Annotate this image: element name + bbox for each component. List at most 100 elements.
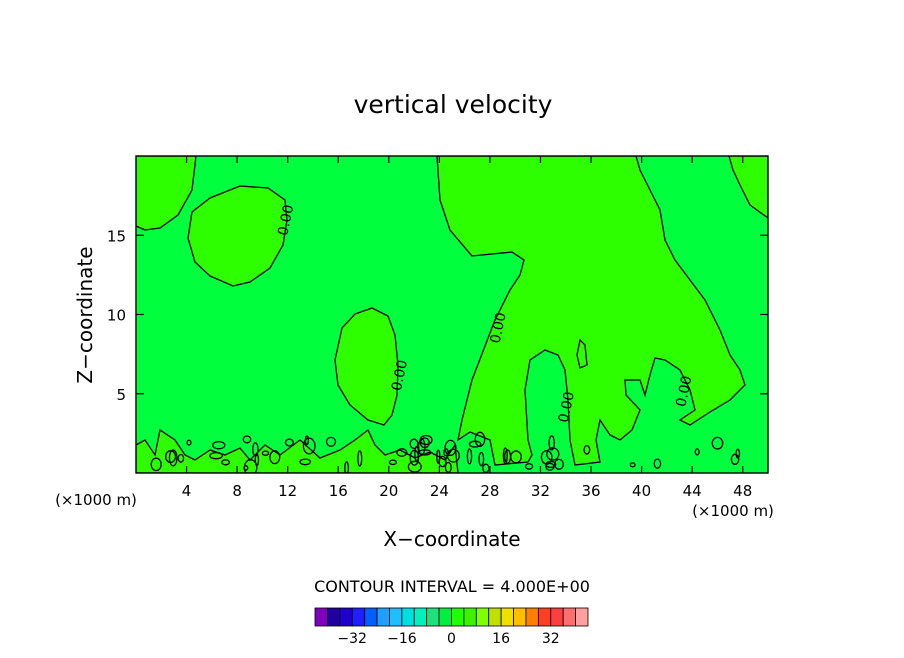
x-unit-label-right: (×1000 m) xyxy=(692,502,774,520)
contour-line xyxy=(325,436,337,447)
x-tick-label: 12 xyxy=(278,482,297,500)
contour-line xyxy=(221,459,231,466)
y-tick-label: 15 xyxy=(107,227,126,245)
contour-line xyxy=(396,448,408,457)
contour-line xyxy=(548,435,555,451)
contour-line xyxy=(177,453,185,463)
x-tick-label: 20 xyxy=(379,482,398,500)
contour-line xyxy=(357,450,363,467)
contour-line xyxy=(168,449,178,467)
contour-label: 0.00 xyxy=(673,374,695,408)
colorbar-swatch xyxy=(463,607,477,627)
colorbar-swatch xyxy=(475,607,490,627)
contour-line xyxy=(466,448,473,465)
contour-line xyxy=(583,444,591,455)
colorbar-swatch xyxy=(525,607,539,627)
contour-line xyxy=(186,439,192,446)
positive-region xyxy=(728,156,768,219)
contour-label: 0.00 xyxy=(488,311,510,345)
contour-line xyxy=(269,450,281,465)
contour-line xyxy=(418,449,432,456)
chart-title: vertical velocity xyxy=(354,90,553,119)
colorbar-tick-label: 0 xyxy=(447,631,456,647)
contour-line xyxy=(540,449,553,465)
colorbar-swatch xyxy=(364,607,378,627)
contour-interval-text: CONTOUR INTERVAL = 4.000E+00 xyxy=(314,577,590,596)
contour-line xyxy=(242,435,252,444)
colorbar-swatch xyxy=(413,607,428,627)
contour-line xyxy=(284,438,294,447)
x-axis-label: X−coordinate xyxy=(383,527,520,551)
y-axis: 5 10 15 xyxy=(107,227,768,404)
colorbar-swatch xyxy=(488,607,502,627)
contour-line xyxy=(388,459,398,466)
contour-line xyxy=(694,448,700,456)
x-tick-label: 40 xyxy=(632,482,651,500)
y-tick-label: 10 xyxy=(107,307,126,325)
colorbar-swatch xyxy=(401,607,415,627)
contour-line xyxy=(444,461,452,473)
contour-line xyxy=(474,431,486,447)
colorbar-swatch xyxy=(513,607,527,627)
contour-line xyxy=(730,453,740,465)
contour-label: 0.00 xyxy=(275,203,297,237)
colorbar-tick-label: −32 xyxy=(337,631,367,647)
contour-line xyxy=(302,437,316,455)
contour-label: 0.00 xyxy=(556,390,578,424)
contour-line xyxy=(436,449,441,464)
contour-line xyxy=(438,455,447,468)
contour-line xyxy=(545,460,557,469)
contour-line xyxy=(554,458,564,470)
colorbar-swatch xyxy=(351,607,366,627)
positive-region xyxy=(334,307,399,426)
contour-line xyxy=(409,438,419,450)
positive-region xyxy=(136,156,197,231)
contour-line xyxy=(524,463,534,470)
positive-region xyxy=(436,156,746,466)
contour-line xyxy=(735,448,741,459)
x-tick-label: 36 xyxy=(581,482,600,500)
x-tick-label: 32 xyxy=(531,482,550,500)
positive-region xyxy=(576,338,588,369)
contour-line xyxy=(409,449,420,466)
colorbar-swatch xyxy=(451,607,465,627)
contour-line xyxy=(243,465,249,471)
colorbar-swatch xyxy=(562,607,576,627)
x-tick-label: 24 xyxy=(430,482,449,500)
colorbar-swatch xyxy=(376,607,390,627)
contour-line xyxy=(344,461,350,473)
contour-line xyxy=(304,435,310,446)
colorbar-swatch xyxy=(426,607,440,627)
colorbar-swatch xyxy=(314,607,328,627)
x-tick-label: 4 xyxy=(182,482,192,500)
contour-line xyxy=(407,460,422,473)
contour-line xyxy=(299,458,312,466)
x-axis: 4 8 12 16 20 24 28 32 36 40 44 48 xyxy=(182,156,752,500)
y-tick-label: 5 xyxy=(116,386,126,404)
colorbar-tick-label: 32 xyxy=(542,631,560,647)
x-tick-label: 16 xyxy=(329,482,348,500)
contour-line xyxy=(261,450,270,456)
x-tick-label: 8 xyxy=(232,482,242,500)
x-unit-label-left: (×1000 m) xyxy=(55,491,137,509)
contour-line xyxy=(711,436,724,450)
contour-line xyxy=(502,447,508,465)
colorbar-swatch xyxy=(438,607,452,627)
contour-label: 0.00 xyxy=(389,359,411,393)
contour-line xyxy=(212,440,226,450)
contour-line xyxy=(478,451,485,467)
contour-line xyxy=(419,434,433,446)
contour-line xyxy=(444,439,457,457)
contour-line xyxy=(209,451,224,460)
colorbar-swatch xyxy=(389,607,403,627)
contour-line xyxy=(653,458,662,469)
colorbar-swatch xyxy=(537,607,552,627)
x-tick-label: 48 xyxy=(733,482,752,500)
colorbar-tick-label: −16 xyxy=(387,631,417,647)
colorbar: −32 −16 0 16 32 xyxy=(314,607,589,647)
colorbar-swatch xyxy=(327,607,341,627)
x-tick-label: 44 xyxy=(683,482,702,500)
contour-line xyxy=(546,447,560,461)
